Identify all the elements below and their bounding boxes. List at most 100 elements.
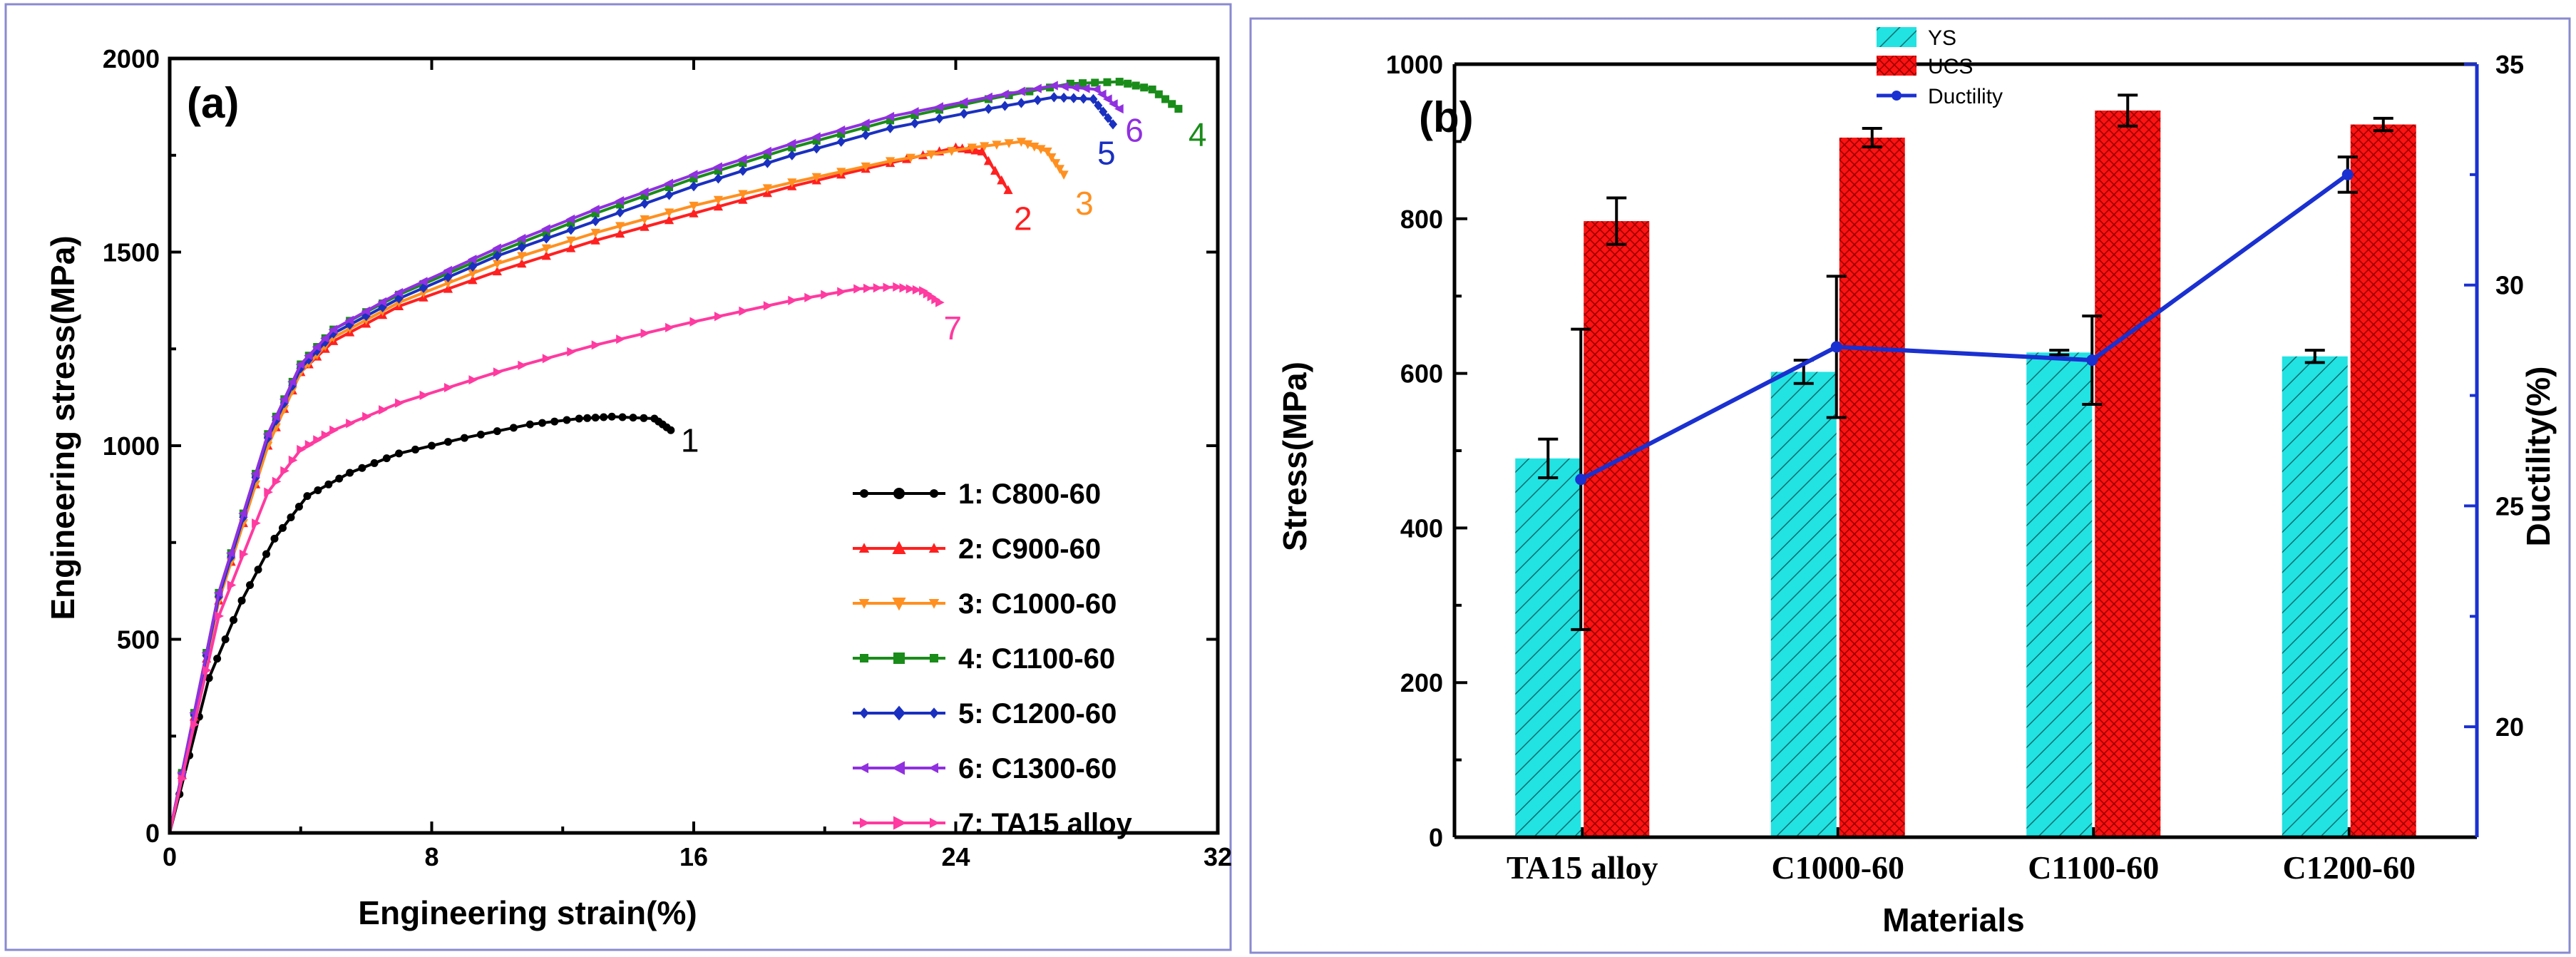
data-point <box>1030 143 1040 152</box>
data-point <box>492 266 502 276</box>
data-point <box>542 354 552 364</box>
data-point <box>667 426 675 434</box>
data-point <box>419 282 429 293</box>
legend-swatch-ys <box>1877 27 1916 47</box>
data-point <box>947 147 957 156</box>
data-point <box>1069 93 1078 103</box>
y-tick-label: 400 <box>1400 513 1443 543</box>
data-point <box>714 173 723 184</box>
y-tick-label: 800 <box>1400 205 1443 234</box>
data-point <box>1115 78 1124 86</box>
data-point <box>737 154 747 164</box>
data-point <box>492 260 502 269</box>
data-point <box>739 306 749 316</box>
data-point <box>227 580 237 590</box>
data-point <box>467 255 477 265</box>
data-point <box>607 412 616 421</box>
data-point <box>836 125 846 135</box>
data-point <box>600 413 608 421</box>
data-point <box>239 549 249 559</box>
data-point <box>1091 84 1101 95</box>
data-point <box>190 720 200 730</box>
legend-label: UCS <box>1928 55 1973 78</box>
legend-label: Ductility <box>1928 85 2003 108</box>
data-point <box>926 150 936 160</box>
data-point <box>665 322 674 332</box>
data-point <box>958 97 968 107</box>
data-point <box>213 655 222 663</box>
data-point <box>280 466 289 476</box>
data-point <box>713 201 724 211</box>
legend-marker <box>858 543 870 553</box>
legend-marker <box>930 489 938 498</box>
data-point <box>1003 185 1013 195</box>
data-point <box>591 414 600 422</box>
data-point <box>517 258 527 268</box>
x-tick-label: 16 <box>679 842 708 871</box>
data-point <box>1104 113 1113 123</box>
data-point <box>836 136 846 147</box>
legend-label: 7: TA15 alloy <box>958 808 1133 839</box>
data-point <box>288 455 298 465</box>
data-point <box>1033 95 1042 106</box>
data-point <box>1000 101 1010 111</box>
data-point <box>394 287 404 298</box>
data-point <box>1079 93 1088 104</box>
bar-ys <box>1515 458 1581 837</box>
data-point <box>279 394 289 404</box>
data-point <box>590 235 600 245</box>
legend-marker <box>930 654 938 662</box>
data-point <box>1168 100 1176 108</box>
data-point <box>379 405 388 415</box>
chart-b: 0 200 400 600 800 1000 20 25 30 35 TA15 alloy C1000… <box>1249 17 2571 954</box>
data-point <box>738 195 748 204</box>
data-point <box>1059 170 1069 180</box>
data-point <box>295 359 305 369</box>
data-point <box>853 284 863 294</box>
legend-label: 4: C1100-60 <box>958 643 1115 675</box>
data-point <box>304 354 314 365</box>
data-point <box>313 435 322 445</box>
data-point <box>382 454 391 463</box>
data-point <box>640 198 650 209</box>
x-category-label: TA15 alloy <box>1507 849 1658 886</box>
data-point <box>886 123 895 133</box>
data-point <box>418 277 428 287</box>
data-point <box>1004 139 1014 148</box>
data-point <box>983 92 992 102</box>
ductility-point <box>2341 168 2354 180</box>
y-tick-label: 600 <box>1400 359 1443 389</box>
data-point <box>910 118 920 129</box>
legend-marker <box>859 707 869 719</box>
legend-marker <box>858 762 868 774</box>
data-point <box>1016 138 1026 147</box>
legend: YS UCS Ductility <box>1877 26 2003 108</box>
data-point <box>935 113 944 124</box>
data-point <box>1051 159 1061 168</box>
data-point <box>1079 79 1087 88</box>
data-point <box>837 287 846 297</box>
data-point <box>886 157 896 167</box>
data-point <box>664 215 674 225</box>
data-point <box>1148 85 1156 93</box>
data-point <box>804 292 814 302</box>
data-point <box>566 242 576 252</box>
data-point <box>324 480 333 488</box>
legend-marker <box>892 541 906 554</box>
data-point <box>567 347 576 357</box>
data-point <box>517 242 526 252</box>
data-point <box>264 487 273 497</box>
data-point <box>992 140 1002 150</box>
data-point <box>303 492 312 501</box>
data-point <box>328 324 338 334</box>
data-point <box>861 118 870 128</box>
y-tick-label: 0 <box>1429 823 1443 852</box>
data-point <box>1059 92 1069 103</box>
legend-marker <box>858 599 870 609</box>
data-point <box>615 207 625 218</box>
data-point <box>237 596 246 605</box>
data-point <box>278 523 287 532</box>
data-point <box>468 261 477 272</box>
data-point <box>563 416 571 424</box>
legend-marker <box>860 489 868 498</box>
